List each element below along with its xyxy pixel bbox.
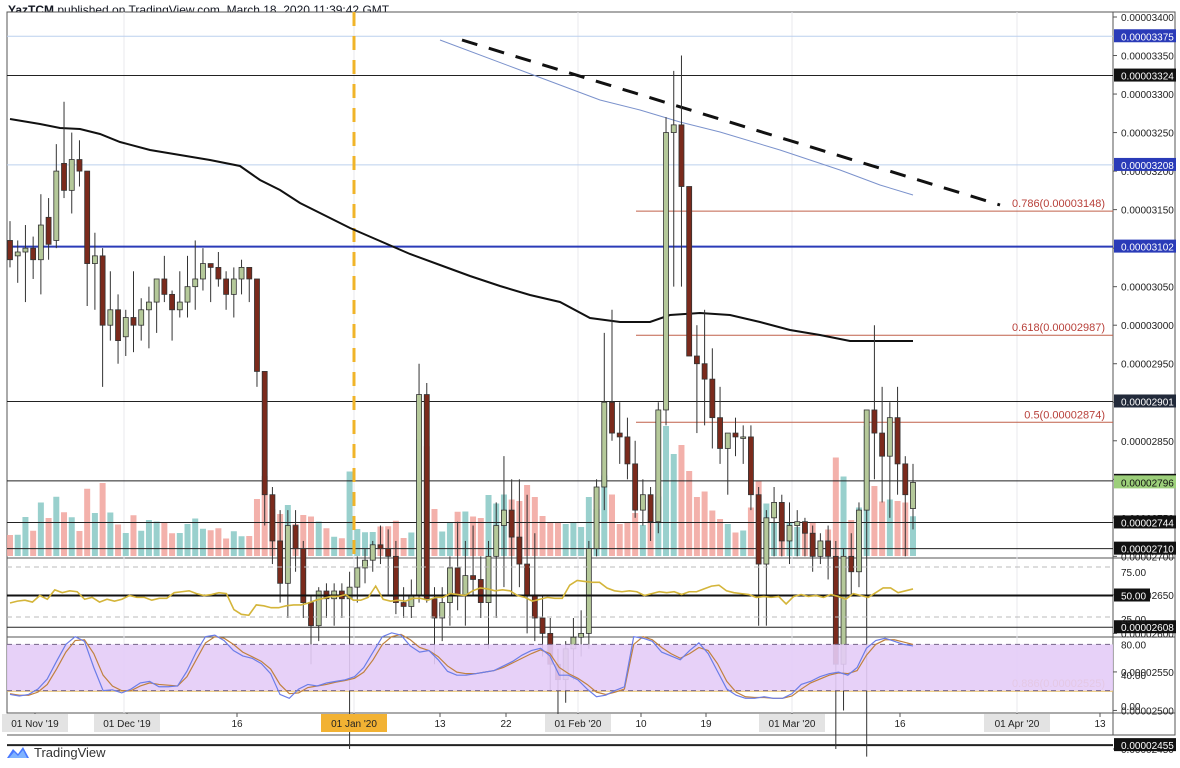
rsi-line: [9, 579, 914, 617]
svg-text:0.00002500: 0.00002500: [1121, 706, 1174, 717]
svg-text:19: 19: [700, 719, 712, 730]
fib-label: 0.5(0.00002874): [1024, 409, 1105, 421]
svg-text:0.00002455: 0.00002455: [1121, 741, 1174, 752]
price-label: [1114, 541, 1176, 555]
svg-text:16: 16: [231, 719, 243, 730]
svg-text:40.00: 40.00: [1121, 671, 1146, 682]
svg-text:0.00002608: 0.00002608: [1121, 623, 1174, 634]
svg-text:16: 16: [894, 719, 906, 730]
svg-text:0.00: 0.00: [1121, 702, 1141, 713]
svg-text:0.00002600: 0.00002600: [1121, 629, 1174, 640]
price-label: [1114, 620, 1176, 634]
svg-text:10: 10: [635, 719, 647, 730]
svg-text:0.00002850: 0.00002850: [1121, 437, 1174, 448]
svg-text:0.00002950: 0.00002950: [1121, 360, 1174, 371]
svg-text:0.00002550: 0.00002550: [1121, 668, 1174, 679]
svg-text:22: 22: [500, 719, 512, 730]
svg-text:13: 13: [1094, 719, 1106, 730]
svg-text:0.00003400: 0.00003400: [1121, 13, 1174, 24]
tradingview-branding[interactable]: TradingView: [6, 744, 106, 760]
svg-text:0.00002901: 0.00002901: [1121, 397, 1174, 408]
svg-text:0.00003250: 0.00003250: [1121, 129, 1174, 140]
fib-label: 0.786(0.00003148): [1012, 198, 1105, 210]
svg-text:0.00003300: 0.00003300: [1121, 90, 1174, 101]
price-label: [1114, 394, 1176, 408]
svg-text:0.00003375: 0.00003375: [1121, 32, 1174, 43]
price-label: [1114, 738, 1176, 752]
svg-text:0.00003324: 0.00003324: [1121, 72, 1174, 83]
svg-text:0.00003102: 0.00003102: [1121, 243, 1174, 254]
tradingview-logo-icon: [7, 747, 29, 758]
price-label: [1114, 239, 1176, 253]
svg-text:0.00002710: 0.00002710: [1121, 545, 1174, 556]
price-label: [1114, 515, 1176, 529]
svg-text:01 Nov '19: 01 Nov '19: [11, 719, 59, 730]
brand-name: TradingView: [34, 744, 106, 760]
svg-text:0.00002700: 0.00002700: [1121, 552, 1174, 563]
svg-text:0.00003208: 0.00003208: [1121, 161, 1174, 172]
svg-text:0.00002744: 0.00002744: [1121, 518, 1174, 529]
svg-text:0.00003200: 0.00003200: [1121, 167, 1174, 178]
price-label: [1114, 29, 1176, 43]
svg-text:0.00002796: 0.00002796: [1121, 478, 1174, 489]
price-label: [1114, 157, 1176, 171]
svg-text:0.00003150: 0.00003150: [1121, 206, 1174, 217]
svg-text:80.00: 80.00: [1121, 640, 1146, 651]
time-axis: 01 Nov '19 01 Dec '19 16 01 Jan '20 13 22 01 F…: [2, 713, 1106, 732]
fib-label: 0.618(0.00002987): [1012, 322, 1105, 334]
svg-text:01 Apr '20: 01 Apr '20: [995, 719, 1040, 730]
price-axis: 0.00003400 0.00003350 0.00003300 0.00003250…: [1113, 13, 1176, 756]
stoch-k-line: [9, 632, 914, 700]
svg-text:50.00: 50.00: [1121, 592, 1146, 603]
svg-text:01 Feb '20: 01 Feb '20: [555, 719, 602, 730]
price-label: [1114, 475, 1176, 489]
svg-text:01 Mar '20: 01 Mar '20: [769, 719, 816, 730]
svg-text:75.00: 75.00: [1121, 568, 1146, 579]
svg-text:01 Dec '19: 01 Dec '19: [103, 719, 151, 730]
svg-text:25.00: 25.00: [1121, 615, 1146, 626]
svg-text:0.00003050: 0.00003050: [1121, 283, 1174, 294]
svg-text:0.00003000: 0.00003000: [1121, 321, 1174, 332]
price-label: [1114, 68, 1176, 82]
svg-text:13: 13: [434, 719, 446, 730]
svg-text:01 Jan '20: 01 Jan '20: [331, 719, 377, 730]
svg-text:0.00003350: 0.00003350: [1121, 52, 1174, 63]
